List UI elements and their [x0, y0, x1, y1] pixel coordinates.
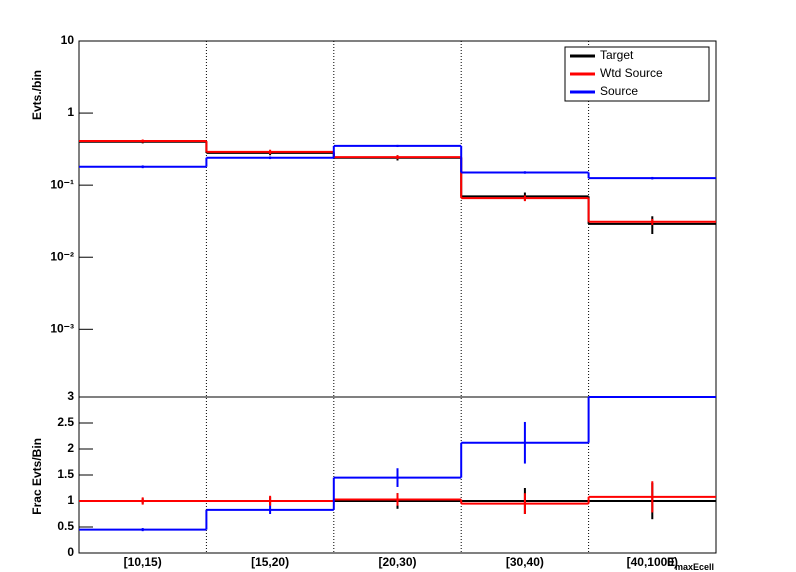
- x-tick-label: [15,20): [251, 555, 289, 569]
- legend-label: Target: [600, 48, 634, 62]
- y-tick-label: 10: [61, 33, 75, 47]
- y-tick-label: 2.5: [57, 415, 74, 429]
- y-label-upper: Evts./bin: [30, 70, 44, 120]
- y-tick-label: 3: [67, 389, 74, 403]
- legend-label: Wtd Source: [600, 66, 663, 80]
- x-tick-label: [10,15): [124, 555, 162, 569]
- y-tick-label: 10⁻²: [50, 249, 74, 263]
- x-label-sub: maxEcell: [675, 562, 714, 572]
- y-tick-label: 2: [67, 441, 74, 455]
- x-label-main: E: [667, 555, 675, 569]
- legend-label: Source: [600, 84, 638, 98]
- x-label: EmaxEcell: [667, 555, 714, 572]
- y-tick-label: 1.5: [57, 467, 74, 481]
- y-tick-label: 1: [67, 493, 74, 507]
- y-tick-label: 1: [67, 105, 74, 119]
- y-tick-label: 0: [67, 545, 74, 559]
- y-label-lower: Frac Evts/Bin: [30, 438, 44, 515]
- y-tick-label: 0.5: [57, 519, 74, 533]
- x-tick-label: [30,40): [506, 555, 544, 569]
- y-tick-label: 10⁻¹: [50, 177, 74, 191]
- y-tick-label: 10⁻³: [50, 321, 74, 335]
- x-tick-label: [40,1000): [627, 555, 678, 569]
- x-tick-label: [20,30): [378, 555, 416, 569]
